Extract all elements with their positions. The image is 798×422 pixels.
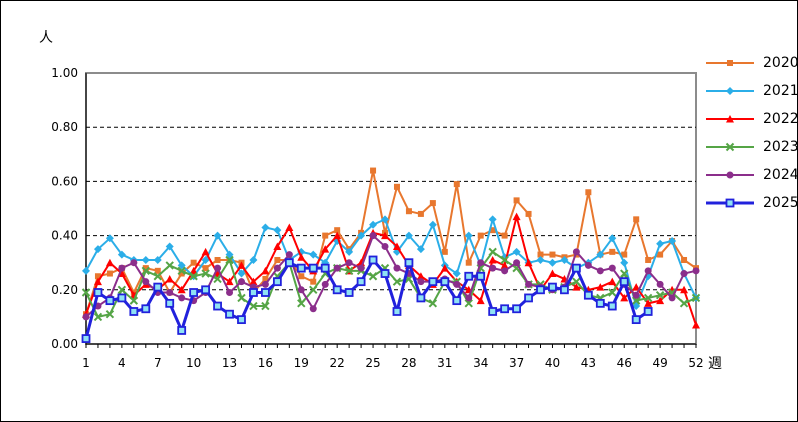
y-tick-label: 0.60 (51, 174, 78, 188)
legend-item-2025: 2025 (705, 189, 798, 217)
y-axis-title: 人 (39, 30, 53, 46)
y-tick-label: 0.40 (51, 229, 78, 243)
legend-x-marker-swatch (706, 142, 754, 152)
legend-item-2021: 2021 (705, 77, 798, 105)
x-tick-label: 46 (617, 356, 632, 370)
legend-circle-marker-swatch (706, 171, 754, 179)
legend-label: 2024 (763, 167, 798, 183)
legend-diamond-marker-swatch (706, 87, 754, 95)
y-tick-label: 0.80 (51, 120, 78, 134)
y-tick-label: 0.00 (51, 337, 78, 351)
x-tick-label: 28 (401, 356, 416, 370)
x-tick-label: 43 (581, 356, 596, 370)
legend-label: 2020 (763, 55, 798, 71)
legend-label: 2025 (763, 195, 798, 211)
legend-item-2023: 2023 (705, 133, 798, 161)
x-tick-label: 37 (509, 356, 524, 370)
x-tick-label: 19 (294, 356, 309, 370)
x-tick-label: 25 (365, 356, 380, 370)
series-2025 (81, 255, 653, 343)
legend-open-square-marker-swatch (706, 198, 754, 208)
y-tick-label: 1.00 (51, 66, 78, 80)
legend-label: 2022 (763, 111, 798, 127)
x-tick-label: 31 (437, 356, 452, 370)
x-tick-label: 7 (154, 356, 162, 370)
legend-triangle-marker-swatch (706, 115, 754, 123)
legend-item-2022: 2022 (705, 105, 798, 133)
legend-label: 2023 (763, 139, 798, 155)
legend-square-marker-swatch (706, 60, 754, 66)
x-tick-label: 40 (545, 356, 560, 370)
x-tick-label: 49 (652, 356, 667, 370)
x-tick-label: 16 (258, 356, 273, 370)
x-tick-label: 10 (186, 356, 201, 370)
legend-item-2020: 2020 (705, 49, 798, 77)
legend: 2020 2021 2022 2023 2024 2025 (705, 49, 798, 217)
x-tick-label: 13 (222, 356, 237, 370)
x-axis-title: 週 (708, 356, 722, 372)
y-tick-label: 0.20 (51, 283, 78, 297)
legend-label: 2021 (763, 83, 798, 99)
x-tick-label: 22 (330, 356, 345, 370)
x-tick-label: 4 (118, 356, 126, 370)
x-tick-label: 52 (688, 356, 703, 370)
legend-item-2024: 2024 (705, 161, 798, 189)
x-tick-label: 1 (82, 356, 90, 370)
x-tick-label: 34 (473, 356, 488, 370)
